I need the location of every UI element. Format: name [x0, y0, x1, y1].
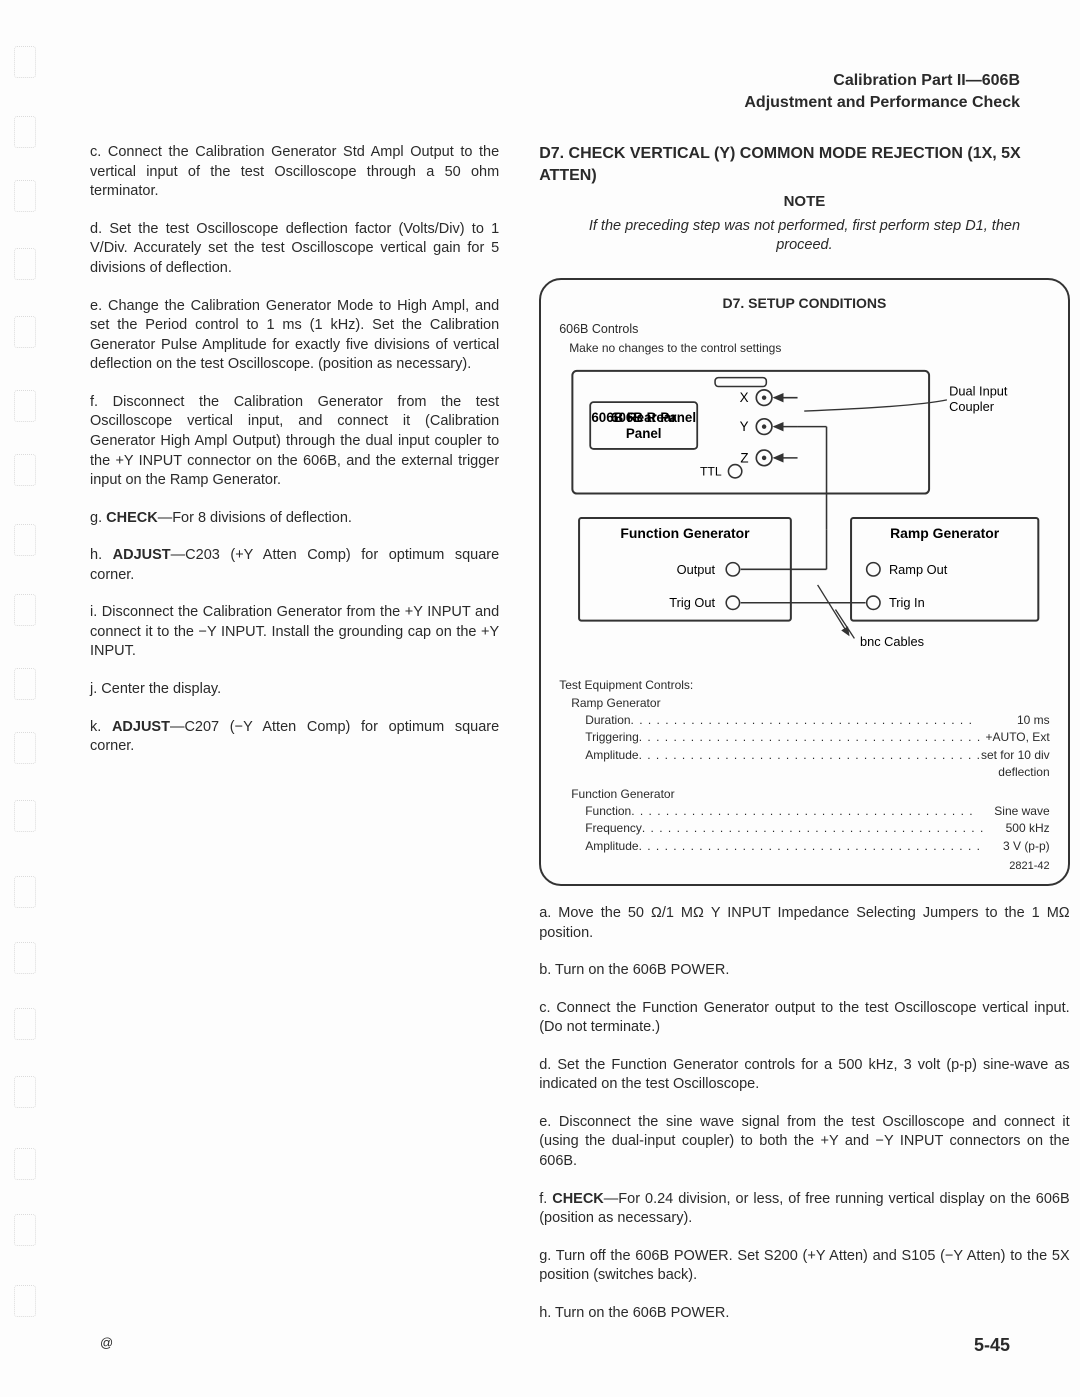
- svg-text:Trig Out: Trig Out: [669, 595, 715, 610]
- svg-text:Coupler: Coupler: [949, 399, 995, 414]
- page-number: 5-45: [974, 1333, 1010, 1357]
- right-step-h: h. Turn on the 606B POWER.: [539, 1304, 1069, 1324]
- right-step-c: c. Connect the Function Generator output…: [539, 999, 1069, 1038]
- svg-text:Output: Output: [677, 561, 716, 576]
- punch-hole: [14, 942, 36, 974]
- test-equip-label: Test Equipment Controls:: [559, 677, 1049, 694]
- setup-diagram: D7. SETUP CONDITIONS 606B Controls Make …: [539, 278, 1069, 886]
- punch-hole: [14, 390, 36, 422]
- step-h: h. ADJUST—C203 (+Y Atten Comp) for optim…: [90, 546, 499, 585]
- right-step-g: g. Turn off the 606B POWER. Set S200 (+Y…: [539, 1247, 1069, 1286]
- settings-value: Sine wave: [994, 803, 1049, 820]
- punch-hole: [14, 116, 36, 148]
- right-step-d: d. Set the Function Generator controls f…: [539, 1056, 1069, 1095]
- copyright-mark: @: [100, 1334, 113, 1352]
- svg-text:Panel: Panel: [626, 426, 662, 441]
- func-gen-header: Function Generator: [571, 786, 1049, 803]
- figure-number: 2821-42: [559, 859, 1049, 874]
- step-j: j. Center the display.: [90, 680, 499, 700]
- header-line2: Adjustment and Performance Check: [90, 92, 1020, 114]
- header-line1: Calibration Part II—606B: [90, 70, 1020, 92]
- settings-label: Triggering: [585, 729, 639, 746]
- settings-label: Amplitude: [585, 838, 638, 855]
- settings-label: Function: [585, 803, 631, 820]
- punch-hole: [14, 46, 36, 78]
- right-step-f: f. CHECK—For 0.24 division, or less, of …: [539, 1190, 1069, 1229]
- svg-text:bnc Cables: bnc Cables: [860, 634, 924, 649]
- punch-hole: [14, 594, 36, 626]
- step-k: k. ADJUST—C207 (−Y Atten Comp) for optim…: [90, 718, 499, 757]
- punch-hole: [14, 1148, 36, 1180]
- punch-hole: [14, 800, 36, 832]
- ramp-gen-header: Ramp Generator: [571, 695, 1049, 712]
- punch-hole: [14, 1076, 36, 1108]
- right-column: D7. CHECK VERTICAL (Y) COMMON MODE REJEC…: [539, 143, 1069, 1341]
- svg-text:Z: Z: [741, 450, 749, 465]
- svg-text:Ramp Out: Ramp Out: [889, 561, 948, 576]
- right-step-b: b. Turn on the 606B POWER.: [539, 961, 1069, 981]
- svg-text:Dual Input: Dual Input: [949, 383, 1008, 398]
- diagram-no-changes: Make no changes to the control settings: [569, 340, 1049, 356]
- step-g: g. CHECK—For 8 divisions of deflection.: [90, 509, 499, 529]
- punch-hole: [14, 316, 36, 348]
- punch-hole: [14, 454, 36, 486]
- punch-hole: [14, 668, 36, 700]
- test-equipment-controls: Test Equipment Controls: Ramp Generator …: [559, 677, 1049, 855]
- punch-hole: [14, 1285, 36, 1317]
- diagram-606b-controls: 606B Controls: [559, 321, 1049, 338]
- svg-text:606B Rear: 606B Rear: [611, 410, 676, 425]
- punch-hole: [14, 1008, 36, 1040]
- step-e: e. Change the Calibration Generator Mode…: [90, 297, 499, 375]
- settings-row: Amplitude . . . . . . . . . . . . . . . …: [585, 838, 1049, 855]
- func-settings: Function . . . . . . . . . . . . . . . .…: [585, 803, 1049, 855]
- settings-label: Frequency: [585, 820, 642, 837]
- step-i: i. Disconnect the Calibration Generator …: [90, 603, 499, 662]
- step-c: c. Connect the Calibration Generator Std…: [90, 143, 499, 202]
- setup-svg: 606B Rear Panel 606B Rear Panel X Y Z TT…: [559, 362, 1049, 663]
- setup-svg-wrap: 606B Rear Panel 606B Rear Panel X Y Z TT…: [559, 362, 1049, 668]
- settings-value: set for 10 div: [981, 747, 1050, 764]
- settings-row: Function . . . . . . . . . . . . . . . .…: [585, 803, 1049, 820]
- settings-value: 500 kHz: [1006, 820, 1050, 837]
- page-header: Calibration Part II—606B Adjustment and …: [90, 70, 1020, 113]
- svg-text:X: X: [740, 390, 749, 405]
- left-column: c. Connect the Calibration Generator Std…: [90, 143, 499, 1341]
- settings-row: Frequency . . . . . . . . . . . . . . . …: [585, 820, 1049, 837]
- punch-hole: [14, 248, 36, 280]
- settings-row: Triggering . . . . . . . . . . . . . . .…: [585, 729, 1049, 746]
- svg-text:Ramp Generator: Ramp Generator: [890, 525, 1000, 541]
- settings-row: Duration . . . . . . . . . . . . . . . .…: [585, 712, 1049, 729]
- step-f: f. Disconnect the Calibration Generator …: [90, 393, 499, 491]
- punch-hole: [14, 1214, 36, 1246]
- ramp-settings: Duration . . . . . . . . . . . . . . . .…: [585, 712, 1049, 782]
- note-label: NOTE: [539, 192, 1069, 212]
- settings-label: Amplitude: [585, 747, 638, 764]
- punch-hole: [14, 524, 36, 556]
- svg-text:Y: Y: [740, 419, 749, 434]
- punch-hole: [14, 876, 36, 908]
- step-d: d. Set the test Oscilloscope deflection …: [90, 220, 499, 279]
- note-body: If the preceding step was not performed,…: [539, 217, 1069, 266]
- settings-value: +AUTO, Ext: [986, 729, 1050, 746]
- section-d7-title: D7. CHECK VERTICAL (Y) COMMON MODE REJEC…: [539, 143, 1069, 186]
- settings-row: Amplitude . . . . . . . . . . . . . . . …: [585, 747, 1049, 764]
- settings-label: Duration: [585, 712, 630, 729]
- settings-value: 10 ms: [1017, 712, 1050, 729]
- settings-value: 3 V (p-p): [1003, 838, 1050, 855]
- svg-text:Function Generator: Function Generator: [621, 525, 751, 541]
- svg-text:Trig In: Trig In: [889, 595, 925, 610]
- svg-text:TTL: TTL: [700, 464, 722, 478]
- punch-hole: [14, 732, 36, 764]
- right-step-a: a. Move the 50 Ω/1 MΩ Y INPUT Impedance …: [539, 904, 1069, 943]
- settings-value-cont: deflection: [585, 764, 1049, 781]
- right-step-e: e. Disconnect the sine wave signal from …: [539, 1113, 1069, 1172]
- punch-hole: [14, 180, 36, 212]
- diagram-title: D7. SETUP CONDITIONS: [559, 294, 1049, 313]
